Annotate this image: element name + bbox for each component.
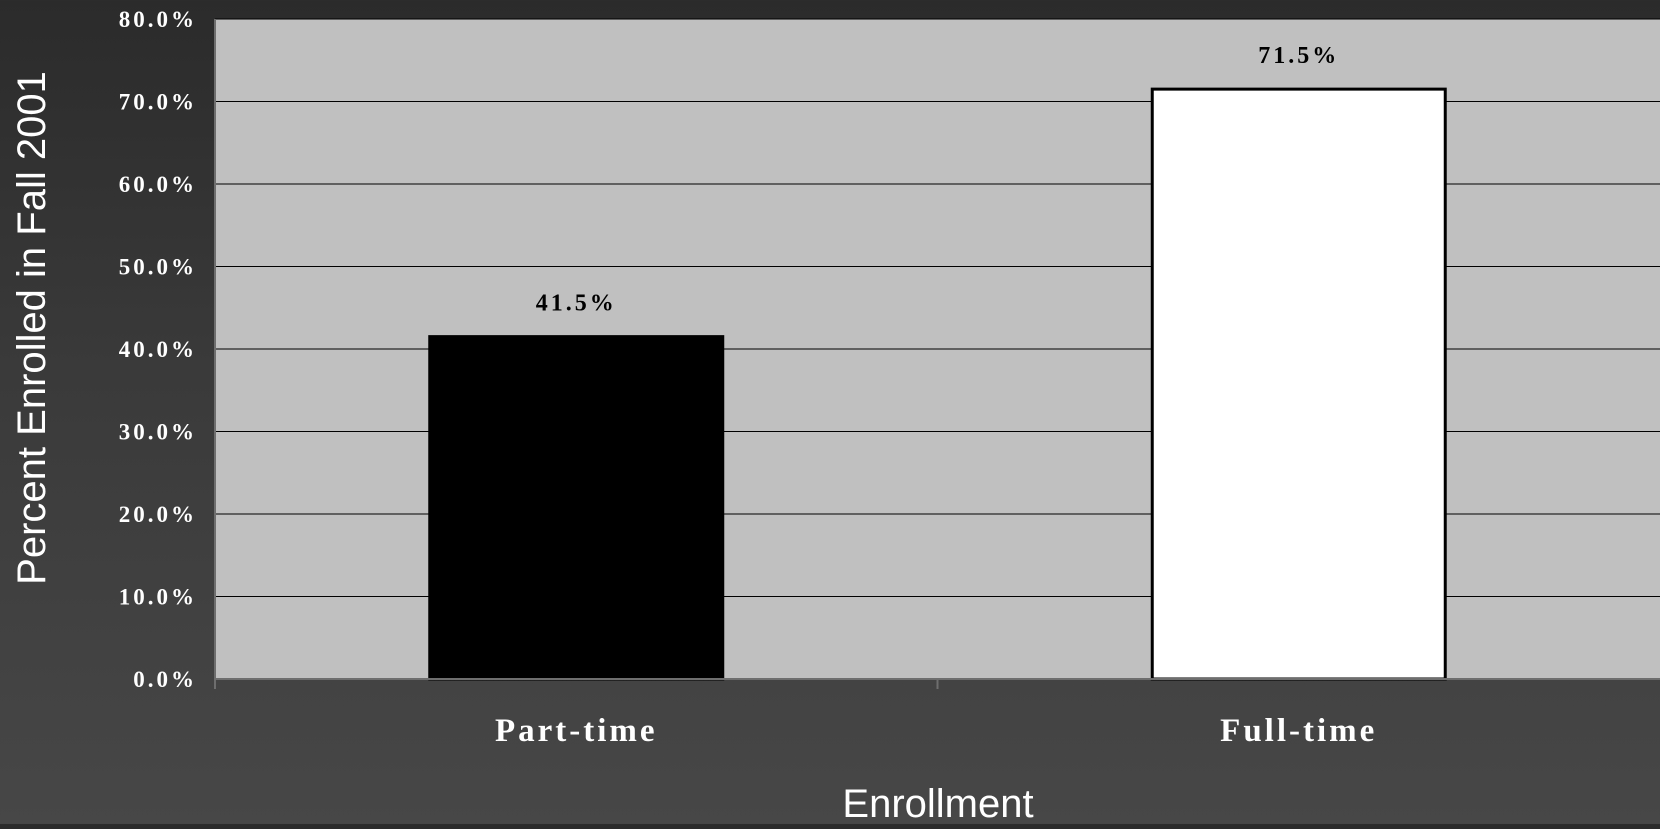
y-tick-label-8: 80.0% — [119, 7, 197, 32]
bar-full-time — [1150, 87, 1447, 681]
data-label-part-time: 41.5% — [536, 291, 617, 317]
y-axis-title: Percent Enrolled in Fall 2001 — [10, 71, 54, 585]
y-tick-label-4: 40.0% — [119, 337, 197, 362]
x-tick-labels: Part-time Full-time — [495, 713, 1377, 749]
y-tick-label-2: 20.0% — [119, 502, 197, 527]
y-tick-label-0: 0.0% — [133, 667, 197, 692]
y-tick-label-7: 70.0% — [119, 90, 197, 115]
y-tick-label-6: 60.0% — [119, 172, 197, 197]
y-tick-label-1: 10.0% — [119, 585, 197, 610]
y-tick-labels: 0.0% 10.0% 20.0% 30.0% 40.0% 50.0% 60.0% 70.0% 8… — [119, 7, 197, 692]
data-labels: 41.5% 71.5% — [536, 43, 1339, 317]
y-tick-label-5: 50.0% — [119, 255, 197, 280]
axes — [214, 19, 1660, 689]
y-tick-label-3: 30.0% — [119, 420, 197, 445]
x-tick-label-full-time: Full-time — [1220, 713, 1377, 749]
x-tick-label-part-time: Part-time — [495, 713, 658, 749]
x-axis-title: Enrollment — [842, 782, 1033, 824]
data-label-full-time: 71.5% — [1258, 43, 1339, 69]
bar-part-time — [428, 335, 725, 681]
bars — [428, 87, 1447, 681]
